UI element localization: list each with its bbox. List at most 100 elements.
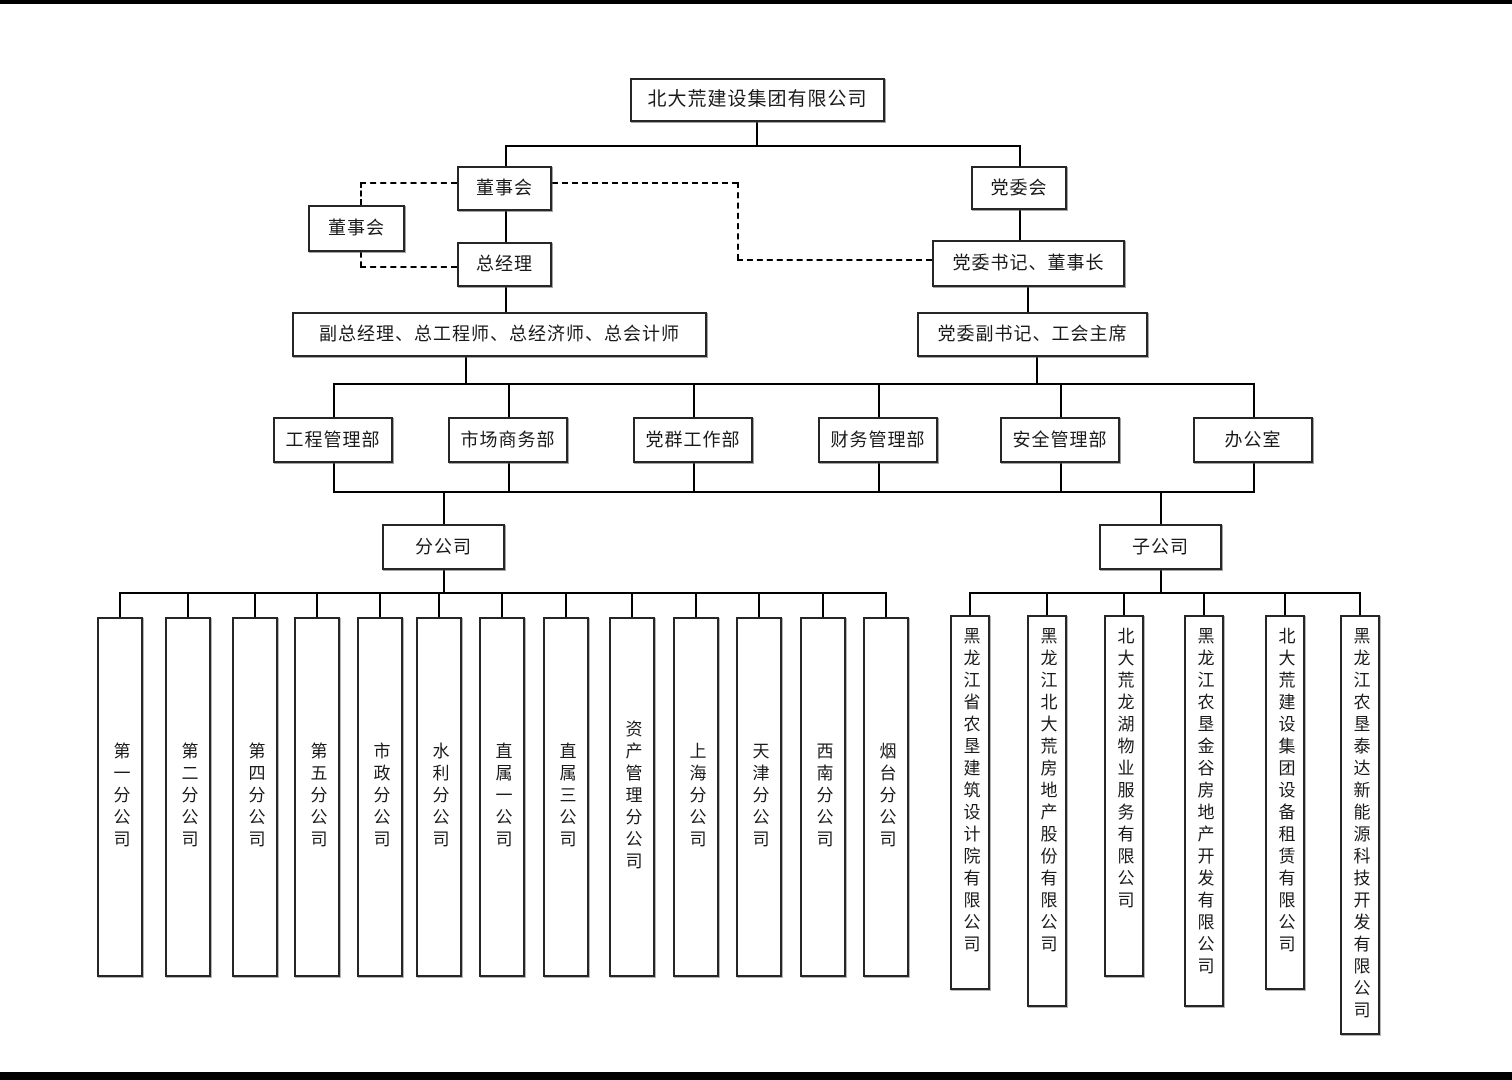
connector-line [693, 461, 695, 493]
subsidiary-column: 黑龙江农垦泰达新能源科技开发有限公司 [1340, 615, 1380, 1035]
subsidiary-group-label: 子公司 [1132, 536, 1189, 557]
subsidiary-label: 黑龙江农垦泰达新能源科技开发有限公司 [1350, 627, 1370, 1023]
department-label: 党群工作部 [645, 429, 741, 450]
branch-group-box: 分公司 [382, 524, 505, 570]
dashed-connector-line [737, 182, 739, 260]
branch-label: 第一分公司 [110, 742, 130, 852]
connector-line [878, 461, 880, 493]
dashed-board-box: 董事会 [308, 205, 405, 252]
branch-column: 第二分公司 [165, 617, 211, 977]
connector-line [693, 383, 695, 417]
company-root-label: 北大荒建设集团有限公司 [647, 89, 868, 111]
branch-column: 直属一公司 [479, 617, 525, 977]
connector-line [1284, 592, 1286, 615]
dashed-connector-line [360, 252, 362, 267]
connector-line [565, 592, 567, 617]
party-secretary-chairman-label: 党委书记、董事长 [952, 253, 1105, 274]
branch-column: 第四分公司 [232, 617, 278, 977]
branch-column: 第一分公司 [97, 617, 143, 977]
connector-line [333, 461, 335, 493]
page-bottom-border [0, 1072, 1512, 1080]
board-of-directors-label: 董事会 [476, 178, 533, 199]
deputy-general-managers-label: 副总经理、总工程师、总经济师、总会计师 [319, 324, 680, 345]
subsidiary-label: 北大荒建设集团设备租赁有限公司 [1275, 627, 1295, 957]
connector-line [631, 592, 633, 617]
connector-line [379, 592, 381, 617]
subsidiary-label: 黑龙江北大荒房地产股份有限公司 [1037, 627, 1057, 957]
dashed-connector-line [360, 182, 362, 205]
connector-line [501, 592, 503, 617]
connector-line [333, 491, 1255, 493]
connector-line [1359, 592, 1361, 615]
connector-line [443, 568, 445, 594]
connector-line [187, 592, 189, 617]
department-box-office: 办公室 [1193, 417, 1313, 463]
connector-line [1203, 592, 1205, 615]
connector-line [969, 592, 1361, 594]
deputy-party-secretary-label: 党委副书记、工会主席 [937, 324, 1128, 345]
connector-line [333, 383, 1255, 385]
dashed-connector-line [360, 266, 457, 268]
connector-line [1060, 461, 1062, 493]
connector-line [1160, 568, 1162, 594]
connector-line [885, 592, 887, 617]
branch-label: 第五分公司 [307, 742, 327, 852]
connector-line [1027, 285, 1029, 314]
branch-label: 第四分公司 [245, 742, 265, 852]
branch-column: 资产管理分公司 [609, 617, 655, 977]
subsidiary-column: 黑龙江农垦金谷房地产开发有限公司 [1184, 615, 1224, 1007]
general-manager-label: 总经理 [476, 254, 533, 275]
connector-line [1019, 210, 1021, 242]
branch-column: 水利分公司 [416, 617, 462, 977]
branch-label: 水利分公司 [429, 742, 449, 852]
connector-line [119, 592, 121, 617]
subsidiary-column: 北大荒龙湖物业服务有限公司 [1104, 615, 1144, 977]
connector-line [1160, 491, 1162, 524]
branch-label: 直属一公司 [492, 742, 512, 852]
branch-column: 第五分公司 [294, 617, 340, 977]
subsidiary-column: 黑龙江北大荒房地产股份有限公司 [1027, 615, 1067, 1007]
connector-line [505, 285, 507, 314]
department-label: 市场商务部 [460, 429, 556, 450]
deputy-party-secretary-box: 党委副书记、工会主席 [917, 312, 1148, 357]
subsidiary-column: 黑龙江省农垦建筑设计院有限公司 [950, 615, 990, 990]
party-secretary-chairman-box: 党委书记、董事长 [932, 240, 1125, 287]
subsidiary-label: 黑龙江农垦金谷房地产开发有限公司 [1194, 627, 1214, 979]
connector-line [508, 461, 510, 493]
connector-line [254, 592, 256, 617]
connector-line [1036, 355, 1038, 385]
connector-line [1060, 383, 1062, 417]
connector-line [333, 383, 335, 417]
branch-label: 直属三公司 [556, 742, 576, 852]
department-label: 办公室 [1224, 429, 1282, 450]
branch-label: 资产管理分公司 [622, 720, 642, 874]
connector-line [508, 383, 510, 417]
dashed-connector-line [360, 182, 457, 184]
page-top-border [0, 0, 1512, 4]
department-box-market: 市场商务部 [448, 417, 568, 463]
branch-column: 直属三公司 [543, 617, 589, 977]
connector-line [443, 491, 445, 524]
branch-label: 烟台分公司 [876, 742, 896, 852]
branch-label: 第二分公司 [178, 742, 198, 852]
connector-line [465, 355, 467, 385]
board-of-directors-box: 董事会 [457, 166, 552, 211]
connector-line [1046, 592, 1048, 615]
connector-line [758, 592, 760, 617]
department-label: 工程管理部 [285, 429, 381, 450]
branch-label: 天津分公司 [749, 742, 769, 852]
branch-label: 上海分公司 [686, 742, 706, 852]
connector-line [438, 592, 440, 617]
department-box-engineering: 工程管理部 [273, 417, 393, 463]
dashed-board-label: 董事会 [328, 218, 385, 239]
department-label: 安全管理部 [1012, 429, 1108, 450]
party-committee-label: 党委会 [990, 177, 1048, 198]
connector-line [822, 592, 824, 617]
deputy-general-managers-box: 副总经理、总工程师、总经济师、总会计师 [292, 312, 707, 357]
party-committee-box: 党委会 [971, 166, 1067, 210]
company-root-box: 北大荒建设集团有限公司 [630, 78, 885, 122]
connector-line [695, 592, 697, 617]
branch-label: 西南分公司 [813, 742, 833, 852]
branch-column: 天津分公司 [736, 617, 782, 977]
